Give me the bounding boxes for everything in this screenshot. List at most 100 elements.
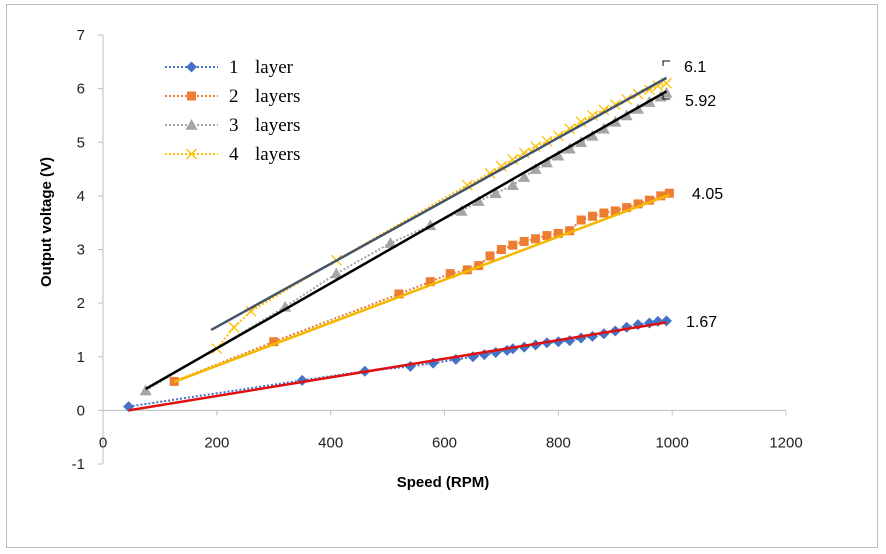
leader-line bbox=[662, 95, 670, 100]
data-point bbox=[472, 195, 485, 207]
y-tick-label: 3 bbox=[77, 242, 85, 259]
data-point bbox=[576, 215, 586, 225]
data-point bbox=[445, 269, 455, 279]
trendline bbox=[145, 90, 668, 391]
y-tick-label: 2 bbox=[77, 295, 85, 312]
data-point-stroke-b bbox=[530, 141, 542, 152]
y-tick-label: 0 bbox=[77, 402, 85, 419]
data-point bbox=[485, 251, 495, 261]
data-point bbox=[587, 109, 598, 121]
legend-label: layers bbox=[255, 86, 300, 107]
data-point bbox=[633, 199, 643, 209]
data-point bbox=[455, 204, 468, 216]
data-point bbox=[518, 147, 530, 159]
legend-label: 2 bbox=[229, 86, 239, 107]
legend-label: layers bbox=[255, 115, 300, 136]
data-point bbox=[575, 116, 587, 128]
data-point bbox=[519, 236, 529, 246]
data-point bbox=[384, 237, 397, 248]
data-point-stroke-b bbox=[518, 147, 530, 159]
legend-label: layer bbox=[255, 57, 294, 78]
data-point bbox=[563, 142, 576, 154]
data-point-stroke-b bbox=[461, 179, 473, 191]
data-point bbox=[664, 188, 674, 198]
end-value-label: 6.1 bbox=[684, 59, 706, 76]
end-value-label: 4.05 bbox=[692, 186, 723, 203]
data-point bbox=[529, 163, 542, 174]
data-point bbox=[610, 206, 620, 216]
data-point bbox=[269, 337, 279, 347]
data-point bbox=[496, 245, 506, 254]
axes: -1 0 1 2 3 4 5 6 7 0 200 400 600 800 1000 1200 bbox=[72, 27, 803, 473]
trendline bbox=[128, 321, 667, 412]
data-point bbox=[330, 267, 343, 279]
data-point bbox=[587, 211, 597, 221]
legend-marker bbox=[187, 91, 196, 101]
trendline bbox=[173, 193, 670, 384]
data-point bbox=[575, 136, 588, 148]
data-point bbox=[531, 234, 541, 244]
data-point bbox=[279, 300, 292, 312]
chart-area bbox=[6, 4, 878, 548]
trendlines bbox=[128, 76, 670, 412]
data-point bbox=[245, 305, 257, 317]
data-point-stroke-b bbox=[587, 109, 598, 121]
data-point-stroke-b bbox=[661, 77, 672, 89]
data-point bbox=[542, 231, 552, 241]
legend-marker-stroke-b bbox=[186, 148, 197, 160]
data-points bbox=[123, 77, 674, 413]
data-point bbox=[228, 321, 240, 333]
data-point bbox=[507, 153, 519, 165]
data-point bbox=[518, 171, 531, 182]
data-point-stroke-b bbox=[575, 116, 587, 128]
data-point-stroke-b bbox=[652, 80, 664, 92]
x-tick-label: 1200 bbox=[769, 434, 802, 451]
data-point bbox=[508, 240, 518, 250]
series-line bbox=[128, 319, 667, 408]
data-point-stroke-b bbox=[507, 153, 519, 165]
x-tick-label: 200 bbox=[204, 434, 229, 451]
data-point bbox=[139, 384, 152, 396]
end-labels: 1.67 4.05 5.92 6.1 bbox=[662, 59, 723, 331]
y-tick-label: 1 bbox=[77, 349, 85, 366]
data-point bbox=[394, 289, 404, 299]
data-point bbox=[660, 315, 672, 327]
x-tick-label: 0 bbox=[99, 434, 107, 451]
legend-marker bbox=[186, 148, 197, 160]
legend-marker bbox=[186, 61, 197, 73]
data-point bbox=[506, 179, 519, 190]
y-axis-title: Output voltage (V) bbox=[38, 157, 55, 287]
data-point bbox=[540, 156, 553, 168]
data-point bbox=[622, 203, 632, 213]
x-axis-title: Speed (RPM) bbox=[397, 474, 490, 491]
data-point bbox=[553, 228, 563, 238]
x-tick-label: 400 bbox=[318, 434, 343, 451]
leader-line bbox=[662, 60, 670, 66]
y-tick-label: 6 bbox=[77, 81, 85, 98]
y-tick-label: -1 bbox=[72, 456, 85, 473]
y-tick-label: 7 bbox=[77, 27, 85, 44]
x-tick-label: 800 bbox=[546, 434, 571, 451]
data-point bbox=[552, 149, 565, 161]
data-point bbox=[586, 129, 599, 141]
end-value-label: 1.67 bbox=[686, 314, 717, 331]
data-point bbox=[565, 226, 575, 236]
data-point bbox=[644, 195, 654, 205]
data-point bbox=[425, 277, 435, 287]
data-point bbox=[652, 80, 664, 92]
x-tick-label: 1000 bbox=[655, 434, 688, 451]
x-tick-label: 600 bbox=[432, 434, 457, 451]
trendline bbox=[210, 76, 668, 332]
legend-marker bbox=[185, 119, 198, 130]
end-value-label: 5.92 bbox=[685, 93, 716, 110]
data-point bbox=[461, 179, 473, 191]
legend-label: 1 bbox=[229, 57, 239, 78]
data-point bbox=[599, 208, 609, 218]
data-point bbox=[489, 187, 502, 198]
legend: 1 layer 2 layers 3 layers 4 layers bbox=[165, 57, 300, 165]
y-tick-label: 4 bbox=[77, 188, 85, 205]
data-point-stroke-b bbox=[228, 321, 240, 333]
legend-label: layers bbox=[255, 144, 300, 165]
data-point bbox=[656, 191, 666, 201]
